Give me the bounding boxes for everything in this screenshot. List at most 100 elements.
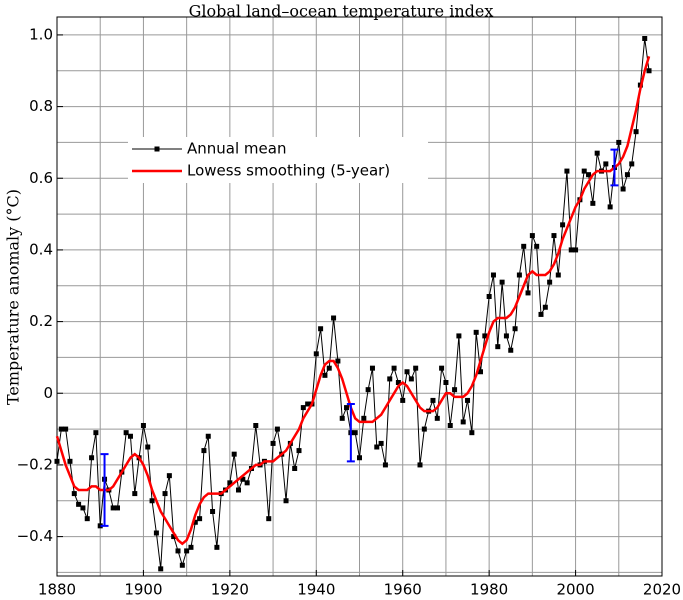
data-point: [590, 200, 596, 206]
data-point: [162, 491, 168, 497]
y-tick-label: −0.4: [17, 527, 53, 545]
data-point: [300, 405, 306, 411]
legend-label: Annual mean: [187, 140, 286, 158]
data-point: [568, 247, 574, 253]
data-point: [292, 466, 298, 471]
data-point: [404, 369, 410, 375]
data-point: [253, 423, 259, 428]
data-point: [586, 172, 592, 178]
data-point: [357, 455, 362, 461]
y-tick-label: 0.2: [29, 312, 53, 330]
data-point: [521, 243, 527, 249]
data-point: [89, 455, 95, 461]
data-point: [132, 491, 138, 497]
data-point: [452, 387, 458, 393]
data-point: [274, 426, 280, 432]
data-point: [115, 505, 120, 511]
data-point: [633, 129, 639, 135]
data-point: [430, 397, 436, 403]
data-point: [391, 365, 397, 371]
error-bar: [610, 148, 619, 187]
data-point: [63, 426, 69, 432]
data-point: [486, 294, 492, 299]
data-point: [296, 448, 302, 454]
data-point: [110, 505, 116, 511]
data-point: [573, 247, 579, 253]
data-point: [93, 430, 99, 436]
data-point: [503, 333, 509, 339]
legend-box: [128, 137, 428, 183]
data-point: [210, 509, 216, 514]
y-tick-label: 1.0: [29, 25, 53, 43]
data-point: [460, 419, 466, 425]
data-point: [236, 487, 241, 493]
data-point: [153, 530, 159, 536]
data-point: [400, 397, 406, 403]
data-point: [490, 272, 496, 278]
data-point: [413, 365, 419, 371]
data-point: [266, 516, 272, 522]
data-point: [469, 430, 475, 436]
data-point: [607, 204, 613, 210]
data-point: [456, 333, 462, 339]
series-line: [56, 38, 650, 569]
data-point: [365, 387, 371, 393]
data-point: [227, 480, 233, 486]
data-point: [495, 344, 501, 350]
data-point: [443, 380, 449, 385]
data-point: [482, 333, 488, 339]
plot-frame: [56, 16, 663, 577]
data-point: [166, 473, 172, 479]
data-point: [547, 279, 553, 285]
data-point: [244, 480, 250, 486]
data-point: [335, 358, 341, 364]
data-point: [344, 405, 350, 411]
data-point: [603, 161, 609, 167]
x-tick-label: 1960: [384, 581, 422, 599]
x-tick-label: 2000: [556, 581, 594, 599]
data-point: [58, 426, 64, 432]
y-tick-label: 0.6: [29, 169, 53, 187]
data-point: [395, 380, 401, 385]
data-point: [361, 415, 367, 421]
data-point: [620, 186, 626, 192]
error-bar: [346, 403, 355, 463]
data-point: [378, 440, 384, 446]
x-tick-label: 1920: [211, 581, 249, 599]
x-tick-label: 2020: [643, 581, 681, 599]
data-point: [551, 233, 557, 239]
data-point: [84, 516, 90, 522]
data-point: [318, 326, 324, 332]
data-point: [646, 68, 652, 74]
data-point: [331, 315, 337, 321]
data-point: [158, 566, 164, 572]
data-point: [71, 491, 77, 497]
x-tick-label: 1980: [470, 581, 508, 599]
data-point: [352, 430, 358, 436]
data-point: [76, 501, 82, 507]
data-point: [525, 290, 531, 296]
data-point: [283, 498, 289, 504]
data-point: [149, 498, 155, 504]
data-point: [54, 458, 60, 464]
data-point: [231, 451, 237, 457]
y-tick-label: 0.8: [29, 97, 53, 115]
data-point: [326, 365, 332, 371]
x-tick-label: 1880: [38, 581, 76, 599]
data-point: [127, 433, 133, 439]
data-point: [629, 161, 635, 167]
data-point: [240, 476, 246, 482]
data-point: [382, 462, 388, 468]
data-point: [624, 172, 630, 178]
data-point: [270, 440, 276, 446]
data-point: [473, 329, 479, 335]
data-point: [478, 369, 483, 375]
data-point: [538, 311, 544, 317]
data-point: [145, 444, 151, 450]
data-point: [369, 365, 375, 371]
data-point: [80, 505, 86, 511]
error-bar: [100, 453, 109, 527]
data-point: [179, 562, 185, 568]
